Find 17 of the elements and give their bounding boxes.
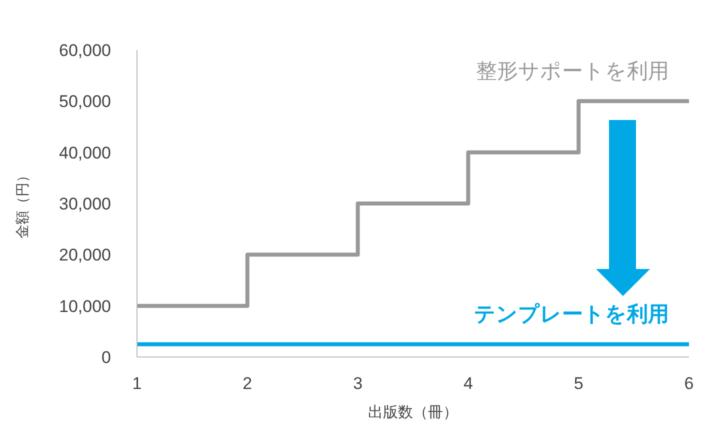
y-tick-label: 30,000 xyxy=(59,194,111,214)
y-tick-label: 10,000 xyxy=(59,296,111,316)
y-tick-label: 0 xyxy=(102,348,111,368)
y-tick-label: 20,000 xyxy=(59,246,111,265)
x-tick-label: 3 xyxy=(353,374,363,394)
x-tick-label: 4 xyxy=(463,374,473,394)
series-label: テンプレートを利用 xyxy=(474,302,669,326)
x-axis-title: 出版数（冊） xyxy=(368,404,458,421)
x-tick-label: 5 xyxy=(574,374,584,394)
x-tick-label: 1 xyxy=(132,374,142,394)
y-tick-label: 60,000 xyxy=(59,41,111,60)
series-label: 整形サポートを利用 xyxy=(476,60,669,84)
x-tick-label: 6 xyxy=(684,374,694,394)
y-tick-label: 50,000 xyxy=(59,92,111,112)
y-axis-title: 金額（円） xyxy=(14,168,30,238)
y-tick-label: 40,000 xyxy=(59,143,111,162)
x-tick-label: 2 xyxy=(242,374,252,394)
